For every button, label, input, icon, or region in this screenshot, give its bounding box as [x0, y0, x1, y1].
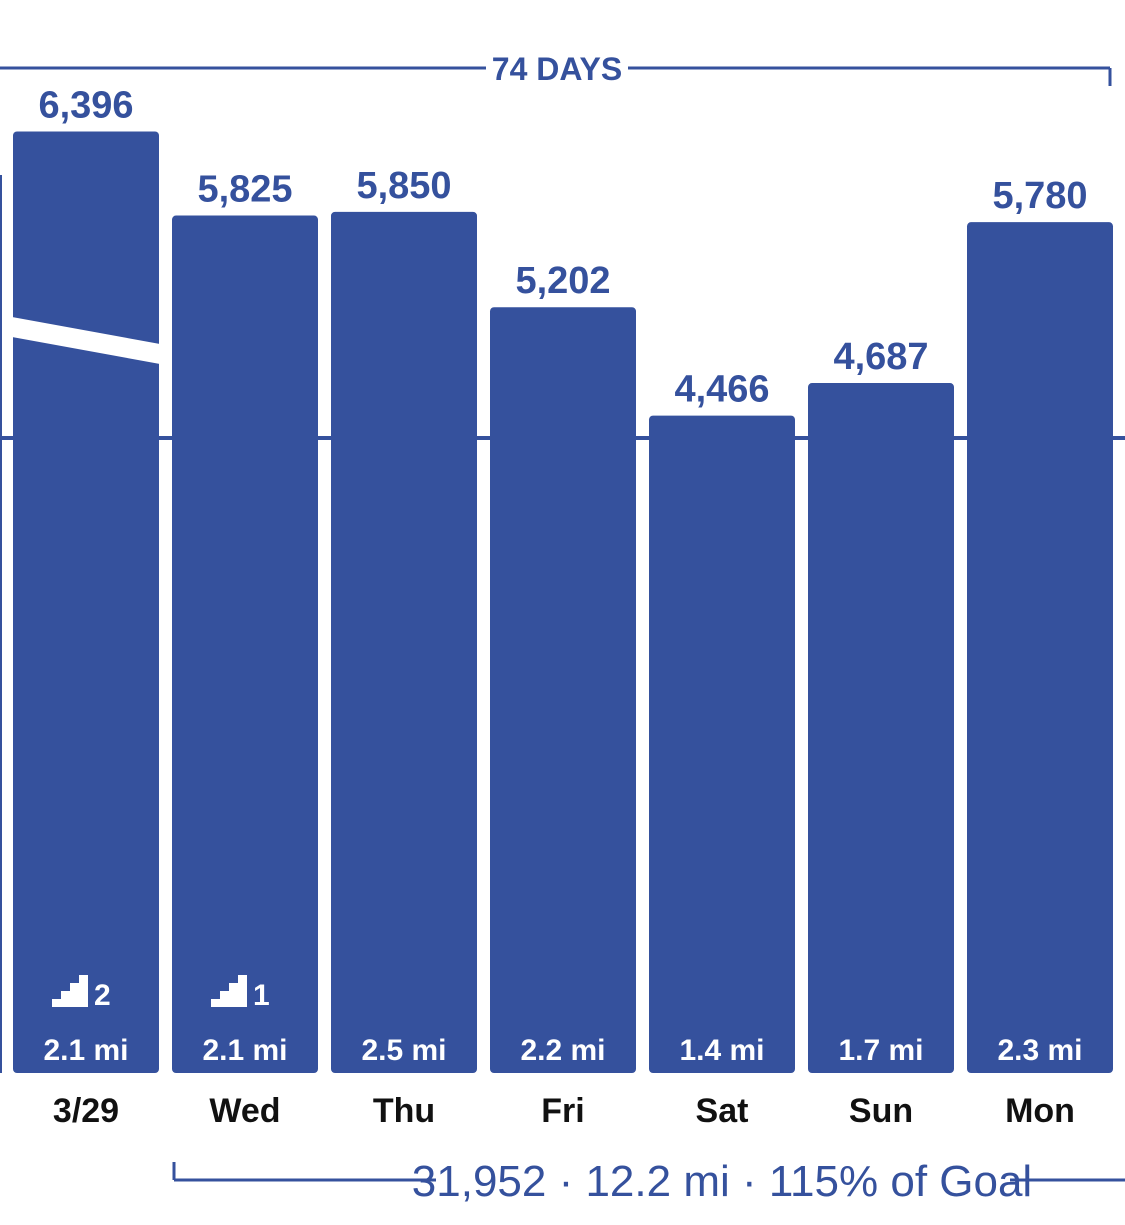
bar-value-label: 5,780 [992, 175, 1087, 217]
bar-value-label: 5,202 [515, 260, 610, 302]
partial-bar-left [0, 175, 2, 1073]
day-label: Mon [1005, 1092, 1075, 1130]
stairs-icon [52, 975, 88, 1007]
bar-wed[interactable] [172, 215, 318, 1073]
bar-distance-label: 2.5 mi [361, 1034, 446, 1067]
bar-distance-label: 2.1 mi [43, 1034, 128, 1067]
summary-bracket: 31,952 · 12.2 mi · 115% of Goal [172, 1157, 1125, 1206]
bar-distance-label: 1.4 mi [679, 1034, 764, 1067]
flights-count: 1 [253, 979, 270, 1012]
bar-thu[interactable] [331, 211, 477, 1073]
bar-value-label: 6,396 [38, 84, 133, 126]
day-label: Sun [849, 1092, 913, 1130]
bar-distance-label: 2.2 mi [520, 1034, 605, 1067]
bar-value-label: 4,687 [833, 336, 928, 378]
flights-count: 2 [94, 979, 111, 1012]
top-bracket: 74 DAYS [0, 51, 1112, 87]
bar-sat[interactable] [649, 415, 795, 1074]
stairs-icon [211, 975, 247, 1007]
day-label: Wed [209, 1092, 280, 1130]
bar-value-label: 4,466 [674, 369, 769, 411]
bars-group: 6,396 2.1 mi 2 3/29 5,825 2.1 mi 1 Wed 5,850 2.5 … [13, 84, 1113, 1130]
bar-mon[interactable] [967, 222, 1113, 1073]
day-label: Sat [696, 1092, 749, 1130]
day-label: Fri [541, 1092, 584, 1130]
bar-distance-label: 1.7 mi [838, 1034, 923, 1067]
bar-value-label: 5,850 [356, 165, 451, 207]
bar-distance-label: 2.1 mi [202, 1034, 287, 1067]
day-label: 3/29 [53, 1092, 119, 1130]
streak-line [12, 317, 160, 364]
day-label: Thu [373, 1092, 435, 1130]
bar-distance-label: 2.3 mi [997, 1034, 1082, 1067]
summary-label: 31,952 · 12.2 mi · 115% of Goal [412, 1157, 1032, 1206]
bar-fri[interactable] [490, 307, 636, 1073]
bar-sun[interactable] [808, 383, 954, 1073]
bar-3-29[interactable] [13, 131, 159, 1073]
top-bracket-label: 74 DAYS [492, 51, 622, 87]
bar-value-label: 5,825 [197, 169, 292, 211]
